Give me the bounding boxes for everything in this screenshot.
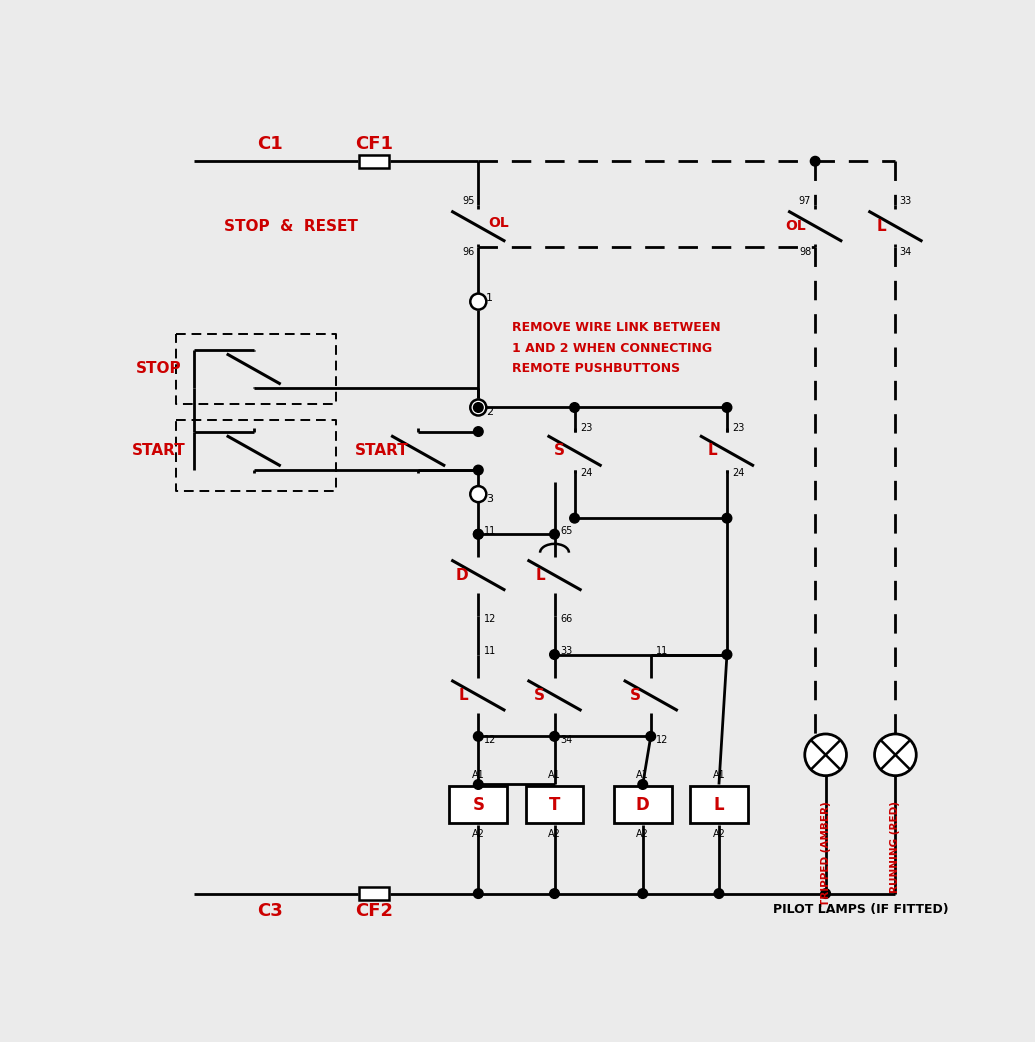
Text: A2: A2 [637,828,649,839]
Text: 23: 23 [581,423,593,433]
Circle shape [473,779,483,789]
Text: A2: A2 [549,828,561,839]
Circle shape [722,650,732,660]
Text: 11: 11 [484,526,496,536]
Text: 12: 12 [656,735,669,745]
Circle shape [638,889,648,898]
Text: A1: A1 [637,770,649,780]
Text: L: L [535,568,544,582]
Text: L: L [877,219,886,233]
Text: CF2: CF2 [355,902,393,920]
Circle shape [714,889,723,898]
Text: D: D [635,795,650,814]
Circle shape [473,402,483,413]
Circle shape [569,514,580,523]
Circle shape [470,487,486,502]
Circle shape [550,650,559,660]
Text: 11: 11 [484,646,496,656]
Text: L: L [708,443,717,458]
Text: 23: 23 [733,423,745,433]
Text: D: D [456,568,469,582]
Text: 66: 66 [560,614,572,624]
Text: 12: 12 [484,614,497,624]
Text: STOP  &  RESET: STOP & RESET [225,219,358,233]
Text: S: S [534,688,544,703]
Circle shape [722,514,732,523]
Text: REMOTE PUSHBUTTONS: REMOTE PUSHBUTTONS [512,363,680,375]
Bar [690,786,748,823]
Text: A1: A1 [472,770,484,780]
Circle shape [569,402,580,413]
Bar [614,786,672,823]
Text: T: T [549,795,560,814]
Circle shape [646,731,655,741]
Text: A2: A2 [472,828,484,839]
Circle shape [821,889,830,898]
Text: OL: OL [785,219,805,233]
Circle shape [470,294,486,309]
Text: START: START [355,443,409,458]
Text: 2: 2 [486,406,494,417]
Text: C3: C3 [257,902,283,920]
Text: STOP: STOP [136,362,181,376]
Text: 34: 34 [899,247,912,257]
Text: 97: 97 [799,196,811,205]
Text: 33: 33 [899,196,912,205]
Text: RUNNING (RED): RUNNING (RED) [890,801,900,893]
Text: 65: 65 [560,526,572,536]
Circle shape [473,465,483,475]
Text: L: L [460,688,469,703]
Bar [359,155,389,168]
Text: CF1: CF1 [355,134,393,152]
Circle shape [473,731,483,741]
Circle shape [473,529,483,539]
Text: 24: 24 [581,468,593,478]
Circle shape [805,734,847,775]
Text: PILOT LAMPS (IF FITTED): PILOT LAMPS (IF FITTED) [773,903,949,916]
Text: 98: 98 [799,247,811,257]
Text: S: S [630,688,641,703]
Circle shape [638,779,648,789]
Text: 1: 1 [486,293,494,302]
Text: A1: A1 [712,770,726,780]
Circle shape [470,399,486,416]
Text: 95: 95 [462,196,474,205]
Circle shape [473,889,483,898]
Text: S: S [554,443,565,458]
Text: 34: 34 [560,735,572,745]
Text: 12: 12 [484,735,497,745]
Circle shape [810,156,820,166]
Text: 96: 96 [462,247,474,257]
Bar [359,887,389,900]
Circle shape [473,427,483,437]
Text: L: L [713,795,724,814]
Text: REMOVE WIRE LINK BETWEEN: REMOVE WIRE LINK BETWEEN [512,321,720,333]
Circle shape [875,734,916,775]
Text: 3: 3 [486,494,494,504]
Text: TRIPPED (AMBER): TRIPPED (AMBER) [821,801,831,907]
Text: S: S [472,795,484,814]
Circle shape [550,889,559,898]
Text: OL: OL [487,216,508,230]
Circle shape [473,529,483,539]
Bar [449,786,507,823]
Text: 24: 24 [733,468,745,478]
Text: 33: 33 [560,646,572,656]
Text: A1: A1 [549,770,561,780]
Text: 1 AND 2 WHEN CONNECTING: 1 AND 2 WHEN CONNECTING [512,342,712,354]
Text: START: START [131,443,185,458]
Text: C1: C1 [257,134,283,152]
Text: 11: 11 [656,646,669,656]
Circle shape [722,402,732,413]
Circle shape [550,529,559,539]
Bar [526,786,584,823]
Text: A2: A2 [712,828,726,839]
Circle shape [550,731,559,741]
